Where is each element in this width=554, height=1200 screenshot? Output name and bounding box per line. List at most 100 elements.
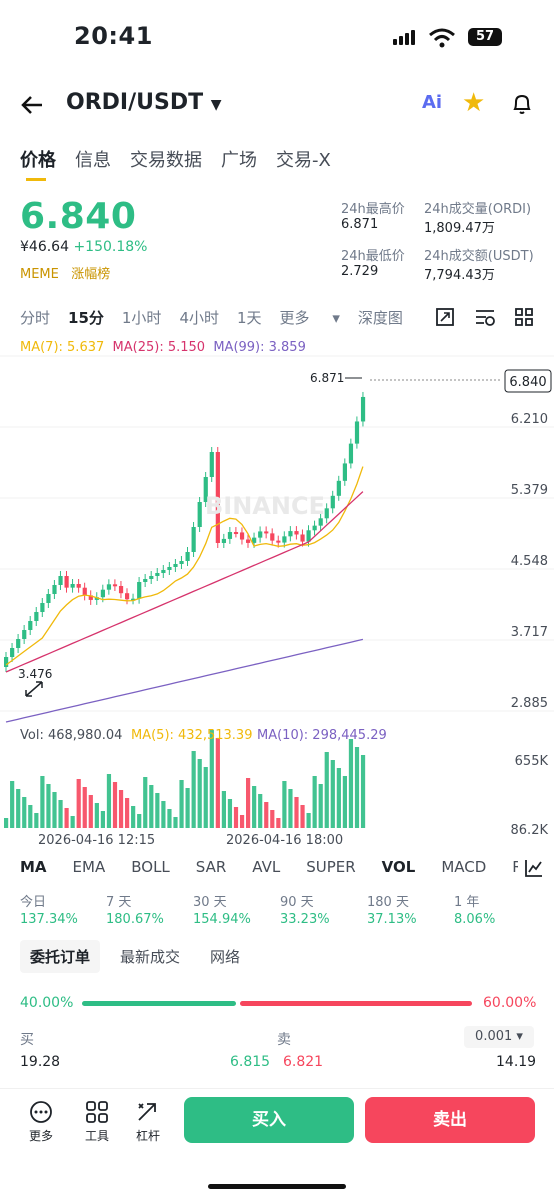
ask-price: 6.821 <box>283 1054 324 1070</box>
indicator-sar[interactable]: SAR <box>195 858 227 876</box>
caret-down-icon: ▼ <box>210 97 222 113</box>
volume-bar <box>288 789 293 828</box>
expand-chart-icon[interactable] <box>435 307 455 327</box>
interval-15m[interactable]: 15分 <box>68 309 104 327</box>
tag-gainers[interactable]: 涨幅榜 <box>71 267 111 282</box>
tab-recent-trades[interactable]: 最新成交 <box>120 948 181 966</box>
tab-order-book[interactable]: 委托订单 <box>20 940 101 973</box>
volume-bar <box>52 792 57 828</box>
candle-body <box>300 534 305 542</box>
indicator-vol[interactable]: VOL <box>381 858 416 876</box>
volume-bar <box>76 779 81 828</box>
grid-layout-icon[interactable] <box>514 307 534 327</box>
candle-body <box>94 597 99 600</box>
leverage-button[interactable]: 杠杆 <box>135 1100 161 1144</box>
volume-bar <box>233 807 239 828</box>
tab-price[interactable]: 价格 <box>20 150 56 171</box>
volume-bar <box>264 802 269 828</box>
indicator-ema[interactable]: EMA <box>72 858 106 876</box>
candle-body <box>143 579 148 582</box>
volume-bar <box>330 760 335 828</box>
volume-bar <box>306 813 311 828</box>
tab-network[interactable]: 网络 <box>210 948 241 966</box>
indicator-macd[interactable]: MACD <box>441 858 487 876</box>
ma25-legend: MA(25): 5.150 <box>112 340 206 355</box>
perf-value: 8.06% <box>454 912 496 927</box>
interval-depth[interactable]: 深度图 <box>357 309 403 327</box>
time-label-1: 2026-04-16 12:15 <box>38 833 155 848</box>
tab-info[interactable]: 信息 <box>75 150 111 171</box>
indicator-avl[interactable]: AVL <box>252 858 281 876</box>
volume-axis-label: 655K <box>515 754 549 769</box>
candle-body <box>282 536 287 543</box>
tab-trading-data[interactable]: 交易数据 <box>130 150 202 171</box>
interval-1h[interactable]: 1小时 <box>121 309 162 327</box>
volume-bar <box>179 780 184 828</box>
candle-body <box>82 587 87 596</box>
volume-bar <box>82 787 87 828</box>
volume-bar <box>155 793 160 828</box>
leverage-icon <box>138 1103 156 1121</box>
interval-1d[interactable]: 1天 <box>236 309 262 327</box>
candle-body <box>52 585 57 594</box>
volume-bar <box>112 782 118 828</box>
sell-button[interactable]: 卖出 <box>365 1097 535 1143</box>
price-axis-label: 6.210 <box>511 412 548 427</box>
volume-bar <box>64 808 69 828</box>
candle-body <box>76 584 81 588</box>
precision-select[interactable]: 0.001 ▾ <box>464 1026 534 1048</box>
tab-trade-x[interactable]: 交易-X <box>276 150 331 171</box>
candle-body <box>106 584 112 590</box>
candle-body <box>209 452 214 477</box>
vol-ma10-legend: MA(10): 298,445.29 <box>257 728 387 743</box>
tab-square[interactable]: 广场 <box>221 150 257 171</box>
price-axis-label: 3.717 <box>511 625 548 640</box>
volume-bar <box>360 755 366 828</box>
back-arrow-icon[interactable] <box>20 94 44 116</box>
more-button[interactable]: 更多 <box>28 1100 54 1144</box>
price-sub: ¥46.64 +150.18% <box>20 239 147 255</box>
volume-bar <box>173 817 178 828</box>
ma7-line <box>5 466 364 666</box>
candle-body <box>221 538 226 543</box>
candle-body <box>88 595 93 600</box>
candle-body <box>58 576 63 585</box>
interval-time[interactable]: 分时 <box>20 309 51 327</box>
ma-legend: MA(7): 5.637 MA(25): 5.150 MA(99): 3.859 <box>20 340 306 355</box>
battery-icon: 57 <box>468 28 502 46</box>
candle-body <box>203 477 208 502</box>
indicator-settings-icon[interactable] <box>524 858 544 878</box>
volume-bar <box>324 752 329 828</box>
perf-label: 7 天 <box>106 895 132 910</box>
volume-bar <box>88 795 93 828</box>
candle-body <box>173 564 178 567</box>
perf-label: 今日 <box>20 895 47 910</box>
tools-button[interactable]: 工具 <box>84 1100 110 1144</box>
price-chart[interactable]: BINANCE 7.041 6.210 5.379 4.548 3.717 2.885 65… <box>0 352 554 850</box>
buy-button[interactable]: 买入 <box>184 1097 354 1143</box>
candle-body <box>354 421 360 444</box>
fullscreen-icon[interactable] <box>25 681 43 697</box>
status-time: 20:41 <box>74 22 153 50</box>
perf-value: 37.13% <box>367 912 417 927</box>
ai-icon[interactable]: Ai <box>422 92 443 113</box>
indicator-super[interactable]: SUPER <box>306 858 356 876</box>
candle-body <box>342 463 347 481</box>
symbol-selector[interactable]: ORDI/USDT ▼ <box>66 90 222 115</box>
perf-value: 137.34% <box>20 912 78 927</box>
volume-bar <box>40 776 45 828</box>
volume-bar <box>203 767 208 828</box>
tag-meme[interactable]: MEME <box>20 267 59 282</box>
indicator-boll[interactable]: BOLL <box>131 858 170 876</box>
candle-body <box>324 508 329 519</box>
indicator-ma[interactable]: MA <box>20 858 47 876</box>
chart-settings-icon[interactable] <box>474 307 496 327</box>
candle-body <box>233 532 239 535</box>
candle-body <box>28 621 33 630</box>
bell-icon[interactable] <box>510 92 534 116</box>
star-icon[interactable]: ★ <box>462 88 486 118</box>
interval-4h[interactable]: 4小时 <box>179 309 219 327</box>
volume-axis-label: 86.2K <box>511 823 549 838</box>
interval-more[interactable]: 更多 ▾ <box>279 309 340 327</box>
volume-bar <box>4 818 9 828</box>
